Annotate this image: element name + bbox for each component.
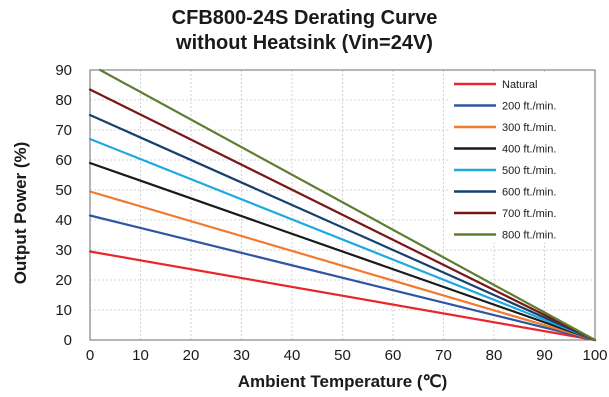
x-tick-label: 0 bbox=[86, 347, 94, 364]
y-tick-label: 20 bbox=[55, 272, 72, 289]
y-tick-label: 50 bbox=[55, 182, 72, 199]
series-line bbox=[88, 113, 597, 342]
x-tick-label: 70 bbox=[435, 347, 452, 364]
legend-entry: 600 ft./min. bbox=[502, 187, 556, 199]
series-line bbox=[88, 190, 597, 342]
legend-entry: 500 ft./min. bbox=[502, 165, 556, 177]
legend-entry: 300 ft./min. bbox=[502, 122, 556, 134]
series-line bbox=[88, 250, 597, 342]
legend-entry: 800 ft./min. bbox=[502, 230, 556, 242]
x-tick-label: 30 bbox=[233, 347, 250, 364]
series-lines bbox=[88, 68, 597, 342]
x-tick-label: 90 bbox=[536, 347, 553, 364]
y-tick-label: 60 bbox=[55, 152, 72, 169]
legend-entry: 200 ft./min. bbox=[502, 101, 556, 113]
x-tick-label: 80 bbox=[486, 347, 503, 364]
series-line bbox=[88, 214, 597, 342]
y-tick-label: 10 bbox=[55, 302, 72, 319]
x-tick-label: 20 bbox=[183, 347, 200, 364]
tick-labels: 0 10 20 30 40 50 60 70 80 90 100 0 10 20 30 40 50 60 70 80 9… bbox=[55, 62, 607, 364]
x-tick-label: 50 bbox=[334, 347, 351, 364]
legend: Natural 200 ft./min. 300 ft./min. 400 ft./m… bbox=[448, 73, 592, 243]
series-line bbox=[98, 68, 597, 342]
legend-box bbox=[448, 73, 592, 243]
x-tick-label: 10 bbox=[132, 347, 149, 364]
legend-entry: Natural bbox=[502, 79, 537, 91]
y-tick-label: 80 bbox=[55, 92, 72, 109]
x-axis-label: Ambient Temperature (℃) bbox=[238, 372, 448, 391]
y-tick-label: 70 bbox=[55, 122, 72, 139]
axes bbox=[89, 69, 596, 341]
chart-title-line-2: without Heatsink (Vin=24V) bbox=[176, 32, 433, 54]
x-tick-label: 100 bbox=[582, 347, 607, 364]
plot-frame bbox=[89, 69, 596, 341]
x-tick-label: 40 bbox=[284, 347, 301, 364]
y-tick-label: 30 bbox=[55, 242, 72, 259]
series-line bbox=[88, 88, 597, 342]
chart-title-line-1: CFB800-24S Derating Curve bbox=[171, 7, 438, 29]
x-tick-label: 60 bbox=[385, 347, 402, 364]
y-tick-label: 40 bbox=[55, 212, 72, 229]
legend-entry: 400 ft./min. bbox=[502, 144, 556, 156]
y-tick-label: 90 bbox=[55, 62, 72, 79]
y-axis-label: Output Power (%) bbox=[11, 142, 30, 285]
legend-entry: 700 ft./min. bbox=[502, 208, 556, 220]
series-line bbox=[88, 137, 597, 342]
y-tick-label: 0 bbox=[64, 332, 72, 349]
series-line bbox=[88, 161, 597, 342]
